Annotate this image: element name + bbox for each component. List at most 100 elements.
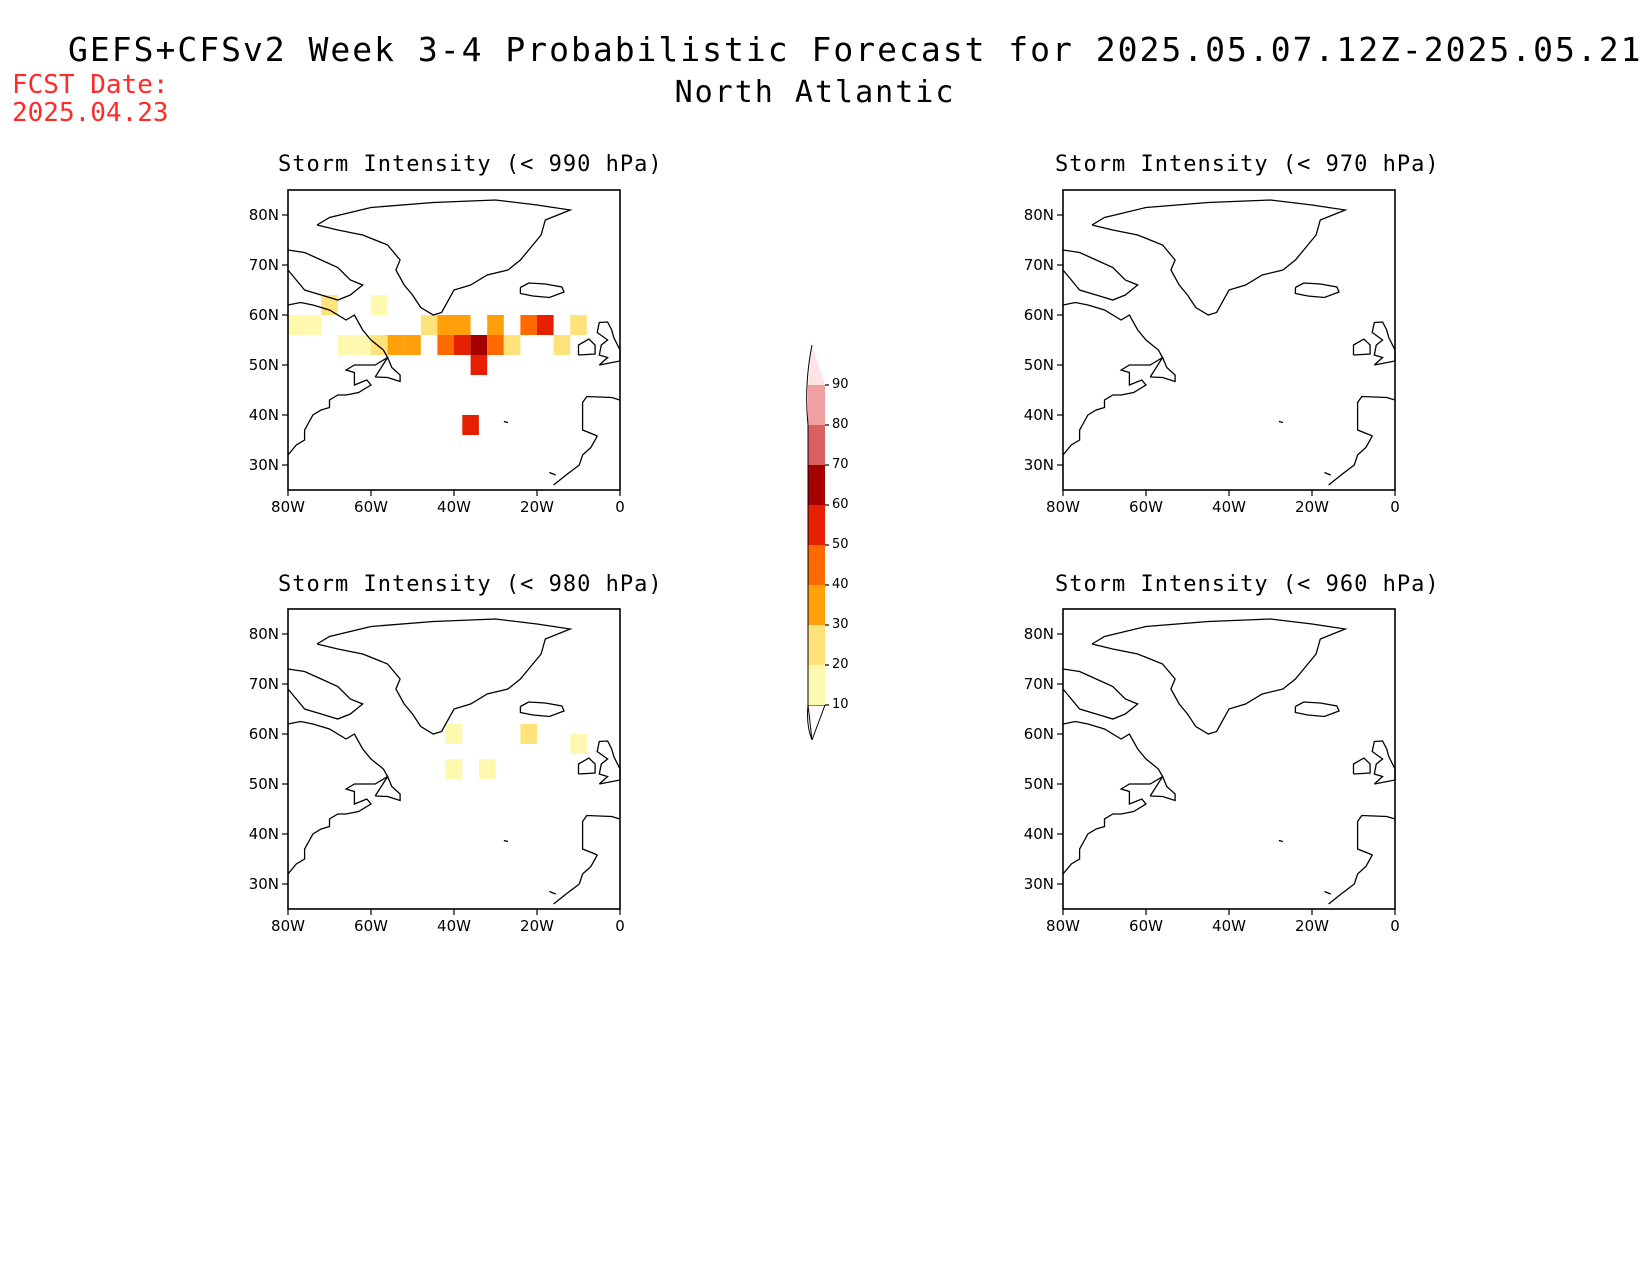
coastline	[287, 301, 389, 456]
coastline	[1091, 199, 1348, 316]
lat-tick-label: 50N	[249, 775, 279, 793]
coastline	[1062, 720, 1164, 875]
colorbar-label: 80	[832, 417, 849, 432]
map-panel-990: 80N 70N 60N 50N 40N 30N 80W 60W 40W 20W 0	[249, 189, 625, 516]
lon-tick-label: 0	[615, 498, 625, 516]
probability-cell	[478, 759, 496, 779]
colorbar	[806, 344, 829, 741]
colorbar-swatch	[808, 425, 825, 465]
probability-cell	[520, 724, 537, 744]
lat-tick-label: 40N	[1024, 825, 1054, 843]
coastline	[287, 249, 364, 301]
probability-cell	[553, 335, 571, 355]
lat-tick-label: 70N	[249, 256, 279, 274]
lat-tick-label: 80N	[1024, 625, 1054, 643]
lat-tick-label: 50N	[249, 356, 279, 374]
lat-tick-label: 40N	[249, 406, 279, 424]
colorbar-label: 40	[832, 577, 849, 592]
coastline	[1371, 321, 1396, 366]
lat-tick-label: 40N	[249, 825, 279, 843]
coastline	[503, 839, 509, 843]
lon-tick-label: 80W	[1046, 917, 1080, 935]
lat-tick-label: 60N	[1024, 725, 1054, 743]
forecast-date-label: FCST Date:	[12, 70, 169, 100]
coastline	[1328, 814, 1396, 905]
probability-cell	[445, 724, 463, 744]
map-frame	[1062, 189, 1396, 491]
coastline	[287, 668, 364, 720]
title-line-2: North Atlantic	[674, 75, 956, 110]
lat-tick-label: 70N	[1024, 675, 1054, 693]
probability-cell	[288, 315, 305, 335]
panel-title-970: Storm Intensity (< 970 hPa)	[1055, 152, 1440, 177]
probability-cell	[445, 759, 463, 779]
lat-tick-label: 30N	[1024, 875, 1054, 893]
lat-tick-label: 80N	[1024, 206, 1054, 224]
coastline	[503, 420, 509, 424]
probability-cell	[520, 315, 537, 335]
coastline	[1062, 249, 1139, 301]
lon-tick-label: 60W	[1129, 917, 1163, 935]
probability-cell	[437, 335, 454, 355]
panel-title-960: Storm Intensity (< 960 hPa)	[1055, 572, 1440, 597]
colorbar-label: 20	[832, 657, 849, 672]
probability-cell	[454, 335, 471, 355]
probability-cell	[437, 315, 454, 335]
lon-tick-label: 80W	[271, 917, 305, 935]
lat-tick-label: 30N	[249, 875, 279, 893]
colorbar-swatch	[808, 465, 825, 505]
colorbar-swatch	[808, 545, 825, 585]
probability-cell	[304, 315, 322, 335]
coastline	[1328, 395, 1396, 486]
lon-tick-label: 60W	[354, 917, 388, 935]
lat-tick-label: 30N	[249, 456, 279, 474]
lon-tick-label: 20W	[520, 917, 554, 935]
coastline	[549, 890, 556, 895]
lon-tick-label: 60W	[1129, 498, 1163, 516]
colorbar-label: 70	[832, 457, 849, 472]
colorbar-label: 50	[832, 537, 849, 552]
coastline	[1149, 775, 1176, 802]
lon-tick-label: 40W	[1212, 917, 1246, 935]
lon-tick-label: 60W	[354, 498, 388, 516]
coastline	[519, 701, 565, 718]
coastline	[553, 814, 621, 905]
coastline	[596, 321, 621, 366]
panel-title-980: Storm Intensity (< 980 hPa)	[278, 572, 663, 597]
map-frame	[1062, 608, 1396, 910]
lon-tick-label: 80W	[1046, 498, 1080, 516]
colorbar-swatch	[808, 385, 825, 425]
colorbar-label: 10	[832, 697, 849, 712]
forecast-date-value: 2025.04.23	[12, 98, 169, 128]
colorbar-swatch	[808, 625, 825, 665]
coastline	[1371, 740, 1396, 785]
coastline	[1324, 471, 1331, 476]
colorbar-label: 60	[832, 497, 849, 512]
probability-cell	[503, 335, 521, 355]
probability-cell	[487, 335, 504, 355]
probability-cell	[404, 335, 421, 355]
probability-cell	[371, 295, 388, 315]
probability-cell	[570, 734, 587, 754]
lon-tick-label: 80W	[271, 498, 305, 516]
colorbar-upper-arrow	[808, 345, 825, 385]
coastline	[1091, 618, 1348, 735]
lon-tick-label: 40W	[1212, 498, 1246, 516]
map-panel-970: 80N 70N 60N 50N 40N 30N 80W 60W 40W 20W 0	[1024, 189, 1400, 516]
colorbar-label: 30	[832, 617, 849, 632]
probability-cell	[462, 415, 479, 435]
coastline	[577, 338, 596, 356]
coastline	[1352, 757, 1371, 775]
title-line-1: GEFS+CFSv2 Week 3-4 Probabilistic Foreca…	[68, 30, 1650, 69]
lon-tick-label: 0	[1390, 498, 1400, 516]
lat-tick-label: 40N	[1024, 406, 1054, 424]
probability-cell	[570, 315, 587, 335]
probability-cell	[387, 335, 405, 355]
coastline	[1062, 301, 1164, 456]
coastline	[1324, 890, 1331, 895]
probability-cell	[470, 355, 488, 375]
lat-tick-label: 60N	[249, 306, 279, 324]
probability-cell	[420, 315, 438, 335]
lat-tick-label: 50N	[1024, 356, 1054, 374]
map-panel-980: 80N 70N 60N 50N 40N 30N 80W 60W 40W 20W 0	[249, 608, 625, 935]
